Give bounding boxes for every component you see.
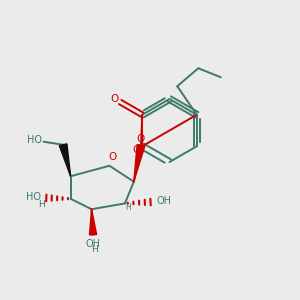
Polygon shape (134, 145, 145, 182)
Text: O: O (110, 94, 118, 104)
Text: H: H (125, 203, 131, 212)
Text: H: H (91, 244, 98, 253)
Text: O: O (132, 145, 141, 154)
Text: OH: OH (157, 196, 172, 206)
Text: HO: HO (26, 135, 41, 145)
Text: OH: OH (85, 239, 100, 249)
Text: O: O (108, 152, 117, 162)
Polygon shape (89, 209, 97, 235)
Text: HO: HO (26, 192, 41, 202)
Polygon shape (59, 144, 70, 176)
Text: H: H (38, 200, 45, 209)
Text: O: O (136, 134, 145, 144)
